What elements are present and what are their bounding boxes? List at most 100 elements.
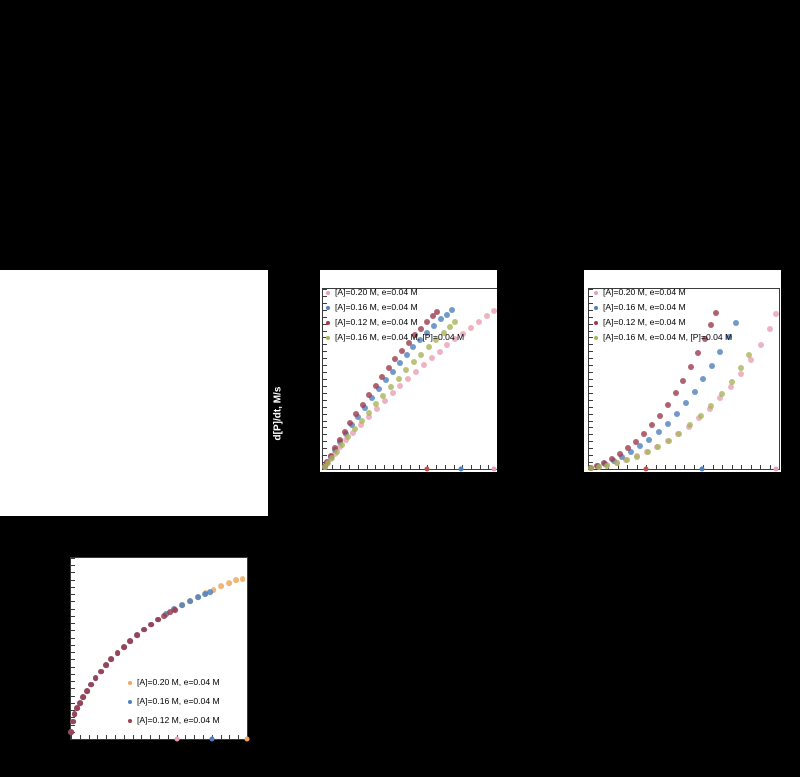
axis-tick xyxy=(123,735,125,739)
chart1-legend: [A]=0.20 M, e=0.04 M [A]=0.16 M, e=0.04 … xyxy=(128,673,220,730)
axis-tick xyxy=(323,358,327,360)
axis-tick xyxy=(71,558,75,559)
axis-tick xyxy=(323,351,327,353)
data-point xyxy=(687,422,694,429)
data-point xyxy=(155,616,162,623)
data-point xyxy=(385,364,392,371)
data-point xyxy=(127,638,133,645)
data-point xyxy=(444,342,451,349)
axis-tick xyxy=(589,441,593,443)
legend-marker-icon xyxy=(326,320,330,325)
data-point xyxy=(396,360,403,367)
data-point xyxy=(718,391,725,398)
axis-tick xyxy=(589,392,593,394)
data-point xyxy=(88,681,95,688)
data-point xyxy=(418,351,425,358)
axis-tick xyxy=(323,289,327,290)
data-point xyxy=(732,319,739,326)
chart1-x-tick-2: 0.1 xyxy=(141,746,155,757)
data-point xyxy=(646,436,653,443)
data-point xyxy=(447,324,454,331)
legend-item: [A]=0.16 M, e=0.04 M xyxy=(326,300,464,315)
data-point xyxy=(324,460,331,467)
axis-tick xyxy=(71,702,75,704)
axis-tick xyxy=(636,465,638,469)
data-point xyxy=(623,457,630,464)
data-point xyxy=(757,341,764,348)
data-point xyxy=(701,336,708,343)
data-point xyxy=(161,613,168,619)
data-point xyxy=(74,704,81,711)
data-point xyxy=(773,310,780,317)
data-point xyxy=(680,377,687,384)
data-point xyxy=(359,401,366,408)
data-point xyxy=(387,383,394,390)
axis-tick xyxy=(589,372,593,374)
legend-marker-icon xyxy=(128,718,132,723)
data-point xyxy=(664,401,671,408)
legend-label: [A]=0.20 M, e=0.04 M xyxy=(137,677,220,688)
data-point xyxy=(405,376,412,382)
data-point xyxy=(420,361,427,368)
data-point xyxy=(381,397,388,404)
data-point xyxy=(178,602,185,608)
legend-label: [A]=0.12 M, e=0.04 M xyxy=(137,715,220,726)
data-point xyxy=(672,390,679,397)
data-point xyxy=(676,430,683,437)
data-point xyxy=(148,621,154,628)
axis-tick xyxy=(589,337,593,339)
axis-tick xyxy=(185,735,187,739)
axis-tick xyxy=(589,420,593,422)
data-point xyxy=(366,413,373,420)
occluder-right-chart2 xyxy=(497,270,505,480)
data-point xyxy=(375,386,382,393)
occluder-left-chart3 xyxy=(570,270,584,480)
data-point xyxy=(640,431,647,438)
axis-tick xyxy=(71,652,75,654)
data-point xyxy=(83,688,90,695)
chart3-plot-area xyxy=(587,288,780,472)
data-point xyxy=(366,392,373,399)
axis-tick xyxy=(589,344,593,346)
axis-tick xyxy=(323,448,327,450)
axis-tick xyxy=(323,441,327,443)
axis-tick xyxy=(589,448,593,450)
data-point xyxy=(431,322,438,329)
legend-label: [A]=0.16 M, e=0.04 M xyxy=(137,696,220,707)
data-point xyxy=(389,390,396,397)
axis-tick xyxy=(323,365,327,367)
chart-3-panel: [A]=0.20 M, e=0.04 M [A]=0.16 M, e=0.04 … xyxy=(570,270,785,480)
axis-tick xyxy=(323,323,327,325)
data-point xyxy=(321,464,328,471)
data-point xyxy=(361,404,368,411)
chart-2-panel: [A]=0.20 M, e=0.04 M [A]=0.16 M, e=0.04 … xyxy=(300,270,505,480)
data-point xyxy=(372,382,379,389)
axis-tick xyxy=(79,735,81,739)
chart-1-panel: d[P]/dt, M/s 0.000025 0.00002 0.000015 0… xyxy=(0,270,268,777)
data-point xyxy=(410,359,417,366)
axis-endpoint-marker xyxy=(209,736,215,742)
axis-tick xyxy=(323,316,327,318)
axis-tick xyxy=(589,455,593,457)
data-point xyxy=(707,322,714,328)
data-point xyxy=(418,325,425,332)
chart1-x-tick-0: 0 xyxy=(67,746,73,757)
data-point xyxy=(595,464,602,471)
data-point xyxy=(648,422,655,429)
data-point xyxy=(108,656,115,663)
axis-endpoint-marker xyxy=(174,736,180,742)
axis-tick xyxy=(71,565,75,567)
data-point xyxy=(69,718,76,725)
data-point xyxy=(706,405,713,412)
legend-label: [A]=0.16 M, e=0.04 M xyxy=(603,302,686,313)
chart1-x-tick-3: 0.15 xyxy=(183,746,203,757)
data-point xyxy=(328,455,335,462)
axis-tick xyxy=(589,289,593,290)
axis-tick xyxy=(444,465,446,469)
data-point xyxy=(682,400,689,407)
legend-label: [A]=0.12 M, e=0.04 M xyxy=(335,317,418,328)
data-point xyxy=(424,318,431,325)
axis-tick xyxy=(71,724,75,726)
axis-tick xyxy=(340,465,342,469)
axis-tick xyxy=(401,465,403,469)
